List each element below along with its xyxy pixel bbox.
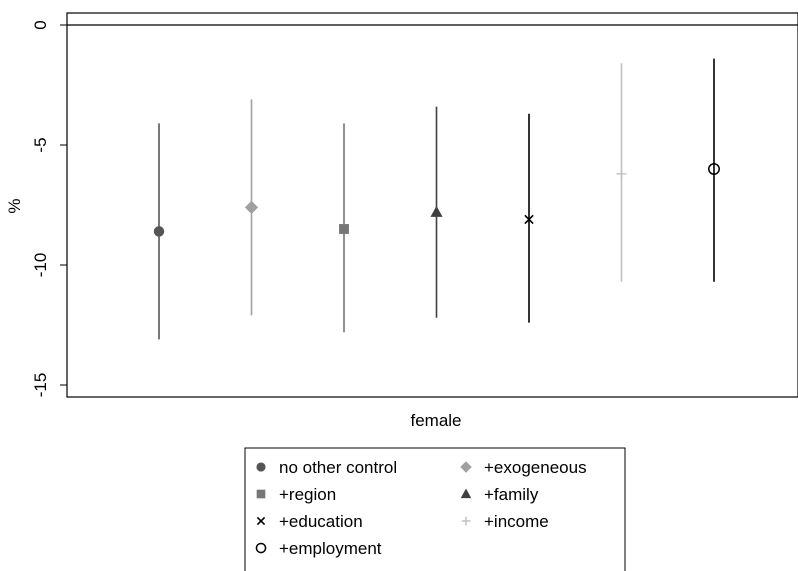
legend-label: +income [484,512,549,531]
point-estimate-marker [153,226,165,237]
y-tick-label: -5 [31,137,50,152]
data-series [153,58,720,340]
legend-marker [461,516,471,526]
legend: no other control +exogeneous +region +famil… [244,447,626,571]
legend-marker [256,516,266,526]
point-estimate-marker [430,205,443,217]
legend-marker [256,462,266,472]
point-estimate-marker [339,224,349,234]
legend-marker [256,489,266,499]
y-axis: 0 -5 -10 -15 [31,13,68,398]
point-estimate-marker [616,168,627,179]
y-tick-label: -10 [31,253,50,278]
legend-marker [460,461,472,473]
point-estimate-marker [708,163,720,175]
y-tick-label: 0 [31,20,50,29]
point-estimate-marker [244,200,259,214]
legend-label: +family [484,485,539,504]
legend-label: +region [279,485,336,504]
point-estimate-marker [524,214,534,225]
legend-label: no other control [279,458,397,477]
legend-marker [460,488,472,499]
legend-label: +education [279,512,363,531]
plot-area [66,12,798,398]
y-axis-label: % [5,198,24,213]
plot-frame [66,12,798,398]
legend-box [244,447,626,571]
legend-label: +employment [279,539,382,558]
y-tick-label: -15 [31,373,50,398]
legend-label: +exogeneous [484,458,587,477]
legend-marker [255,542,267,554]
x-axis-label: female [410,411,461,430]
